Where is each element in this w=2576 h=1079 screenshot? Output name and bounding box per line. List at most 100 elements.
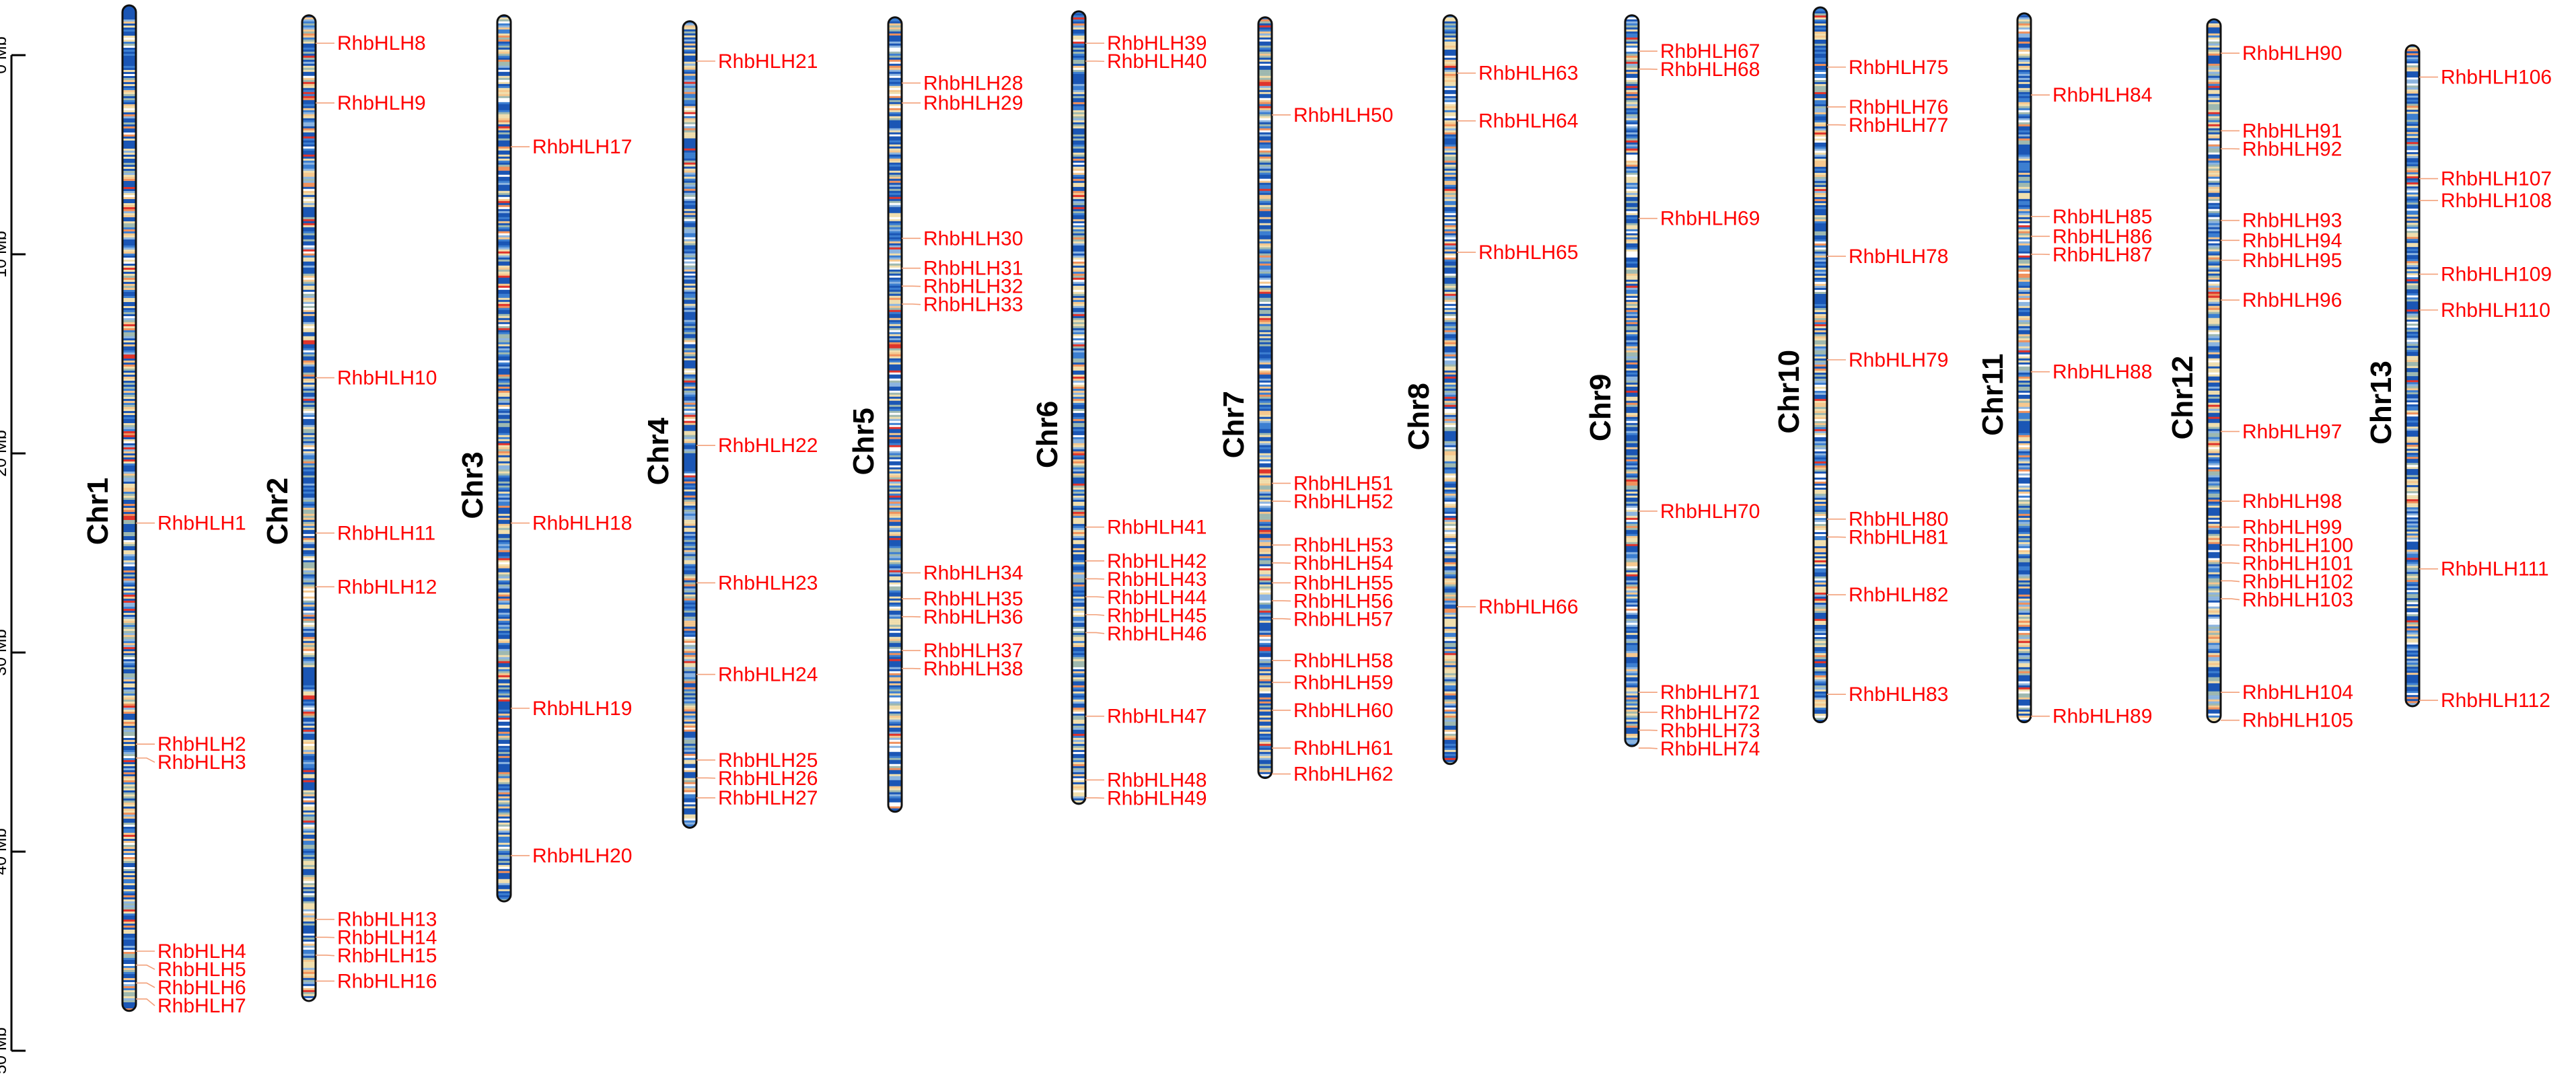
density-band: [2017, 160, 2031, 163]
density-band: [1072, 188, 1085, 192]
density-band: [122, 496, 136, 498]
density-band: [302, 784, 316, 786]
density-band: [1072, 513, 1085, 517]
density-band: [497, 552, 511, 554]
gene-label: RhbHLH81: [1849, 527, 1948, 549]
density-band: [1814, 51, 1827, 54]
density-band: [1258, 640, 1272, 643]
density-band: [2017, 673, 2031, 676]
density-band: [888, 366, 902, 369]
density-band: [302, 850, 316, 853]
density-band: [1258, 614, 1272, 617]
density-band: [683, 384, 696, 387]
gene-label: RhbHLH73: [1660, 720, 1760, 742]
density-band: [1814, 370, 1827, 373]
density-band: [1814, 158, 1827, 161]
density-band: [1258, 120, 1272, 122]
density-band: [1072, 493, 1085, 496]
density-band: [1443, 406, 1457, 409]
density-band: [497, 598, 511, 601]
density-band: [1072, 632, 1085, 636]
density-band: [683, 455, 696, 457]
density-band: [888, 693, 902, 696]
density-band: [683, 330, 696, 332]
density-band: [2017, 71, 2031, 75]
density-band: [1258, 168, 1272, 171]
density-band: [2207, 499, 2221, 502]
density-band: [683, 471, 696, 474]
density-band: [302, 925, 316, 928]
density-band: [1072, 431, 1085, 434]
density-band: [683, 184, 696, 187]
density-band: [497, 435, 511, 437]
density-band: [497, 140, 511, 143]
density-band: [1443, 344, 1457, 346]
density-band: [302, 75, 316, 78]
density-band: [302, 89, 316, 92]
density-band: [1072, 531, 1085, 535]
density-band: [1072, 586, 1085, 589]
density-band: [122, 151, 136, 153]
density-band: [1814, 638, 1827, 642]
density-band: [683, 642, 696, 645]
density-band: [497, 840, 511, 843]
density-band: [1258, 190, 1272, 193]
density-band: [683, 586, 696, 589]
density-band: [302, 23, 316, 26]
density-band: [1258, 89, 1272, 92]
density-band: [497, 156, 511, 159]
density-band: [302, 693, 316, 696]
density-band: [1258, 505, 1272, 508]
density-band: [2017, 459, 2031, 462]
density-band: [1072, 178, 1085, 182]
density-band: [1072, 747, 1085, 751]
density-band: [497, 537, 511, 540]
gene-label: RhbHLH15: [337, 945, 437, 967]
density-band: [888, 503, 902, 506]
density-band: [2017, 711, 2031, 714]
density-band: [1443, 362, 1457, 365]
density-band: [2017, 37, 2031, 40]
density-band: [683, 487, 696, 490]
chromosome-label: Chr4: [642, 417, 675, 485]
density-band: [122, 167, 136, 170]
density-band: [1072, 461, 1085, 464]
density-band: [497, 293, 511, 296]
density-band: [1625, 384, 1639, 387]
density-band: [1072, 626, 1085, 630]
density-band: [888, 764, 902, 766]
density-band: [1625, 299, 1639, 302]
density-band: [1258, 435, 1272, 437]
density-band: [2017, 552, 2031, 555]
density-band: [683, 717, 696, 720]
density-band: [122, 562, 136, 565]
density-band: [1258, 388, 1272, 391]
density-band: [1258, 624, 1272, 627]
density-band: [1072, 683, 1085, 686]
density-band: [2017, 43, 2031, 46]
density-band: [122, 544, 136, 547]
density-band: [683, 533, 696, 536]
density-band: [888, 65, 902, 68]
density-band: [497, 614, 511, 617]
density-band: [122, 484, 136, 486]
density-band: [1814, 204, 1827, 208]
density-band: [1072, 701, 1085, 704]
density-band: [1258, 307, 1272, 310]
density-band: [302, 21, 316, 24]
density-band: [122, 328, 136, 331]
density-band: [2017, 380, 2031, 383]
density-band: [2207, 285, 2221, 288]
density-band: [1258, 751, 1272, 754]
density-band: [1258, 104, 1272, 106]
density-band: [1443, 657, 1457, 659]
density-band: [683, 396, 696, 399]
density-band: [1258, 257, 1272, 260]
density-band: [1443, 735, 1457, 738]
density-band: [302, 804, 316, 807]
gene-label: RhbHLH70: [1660, 500, 1760, 523]
density-band: [888, 348, 902, 350]
density-band: [1814, 624, 1827, 628]
density-band: [1443, 729, 1457, 732]
density-band: [1258, 41, 1272, 44]
